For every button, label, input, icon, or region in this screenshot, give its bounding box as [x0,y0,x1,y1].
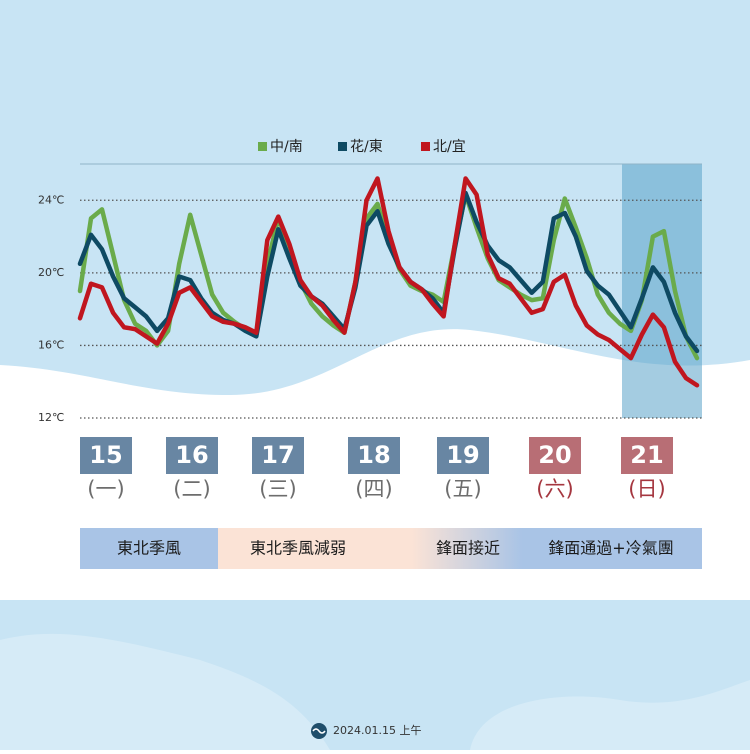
period-label: 鋒面通過+冷氣團 [548,539,673,558]
period-bg [80,528,218,569]
cloud [0,633,330,750]
day-date: 15 [89,441,122,469]
day-date: 16 [175,441,208,469]
legend-swatch [258,142,267,151]
day-box [437,437,489,474]
series-line [77,190,700,354]
day-box [621,437,673,474]
day-date: 19 [446,441,479,469]
day-box [529,437,581,474]
day-weekday: (四) [355,477,392,501]
y-tick-label: 16℃ [38,338,64,351]
period-bg [522,528,702,569]
day-box [348,437,400,474]
series-line [77,176,700,388]
y-tick-label: 12℃ [38,411,64,424]
day-box [166,437,218,474]
legend-label: 中/南 [270,139,303,155]
day-date: 17 [261,441,294,469]
day-weekday: (六) [536,477,573,501]
period-label: 東北季風 [117,539,181,558]
y-tick-label: 20℃ [38,266,64,279]
day-date: 20 [538,441,571,469]
highlight-region [622,164,702,418]
period-bg [218,528,412,569]
day-box [80,437,132,474]
day-weekday: (一) [87,477,124,501]
legend-label: 北/宜 [433,139,466,155]
footer-date: 2024.01.15 上午 [333,724,421,737]
legend-swatch [338,142,347,151]
logo-wave [312,728,326,734]
day-date: 18 [357,441,390,469]
period-bg [412,528,522,569]
day-weekday: (日) [628,477,665,501]
period-label: 東北季風減弱 [250,539,346,558]
cloud [470,680,750,750]
day-weekday: (二) [173,477,210,501]
y-tick-label: 24℃ [38,193,64,206]
day-weekday: (三) [259,477,296,501]
legend-swatch [421,142,430,151]
day-box [252,437,304,474]
period-label: 鋒面接近 [436,539,500,558]
legend-label: 花/東 [350,139,383,155]
day-weekday: (五) [444,477,481,501]
day-date: 21 [630,441,663,469]
